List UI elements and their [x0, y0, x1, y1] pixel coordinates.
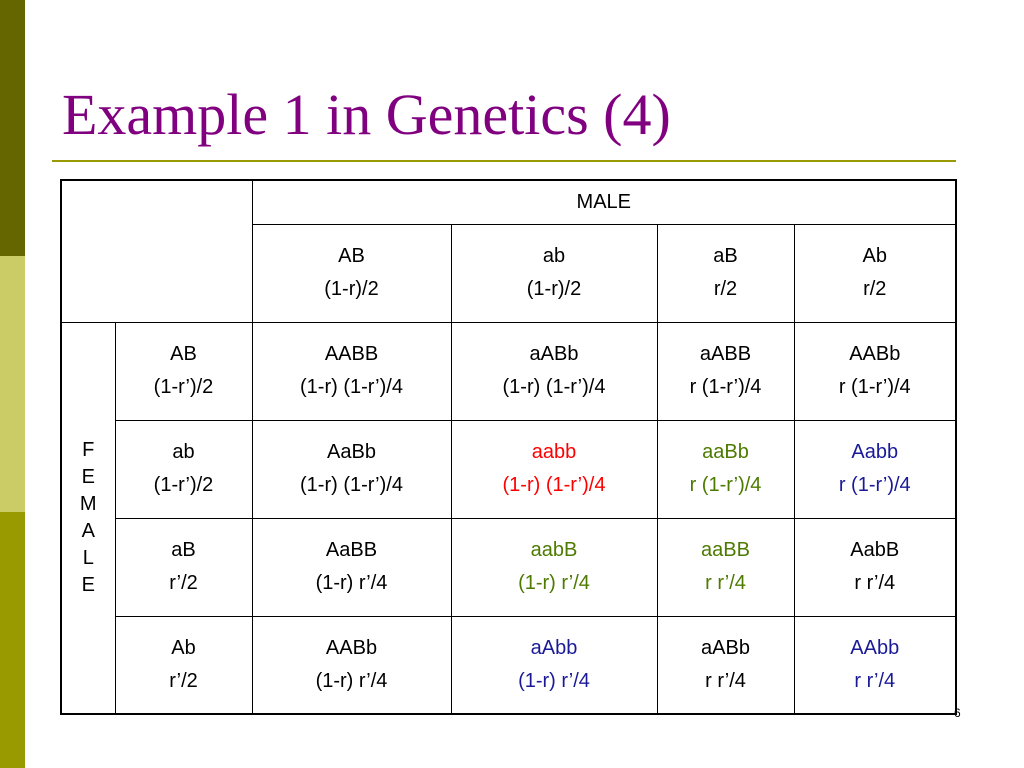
- offspring-frequency: (1-r) r’/4: [315, 572, 388, 594]
- male-gamete-header: Ab r/2: [793, 223, 957, 323]
- offspring-frequency: (1-r) r’/4: [518, 669, 590, 692]
- offspring-frequency: (1-r) r’/4: [518, 572, 590, 594]
- offspring-frequency: r r’/4: [854, 572, 896, 594]
- gamete-frequency: r’/2: [169, 669, 198, 692]
- female-gamete-header: Ab r’/2: [114, 615, 253, 715]
- offspring-frequency: (1-r) (1-r’)/4: [502, 474, 606, 496]
- female-gamete-header: AB (1-r’)/2: [114, 321, 253, 421]
- male-gamete-header: AB (1-r)/2: [251, 223, 452, 323]
- punnett-square-table: MALE AB (1-r)/2 ab (1-r)/2 aB r/2 Ab r/2 F E…: [60, 179, 958, 715]
- offspring-genotype: AABb: [849, 343, 901, 365]
- offspring-genotype: AaBb: [327, 441, 376, 463]
- female-letter: L: [82, 546, 94, 569]
- offspring-cell: aABB r (1-r’)/4: [656, 321, 795, 421]
- slide-title: Example 1 in Genetics (4): [62, 82, 671, 147]
- offspring-genotype: AABB: [324, 343, 379, 365]
- offspring-cell: Aabb r (1-r’)/4: [793, 419, 957, 519]
- offspring-frequency: r r’/4: [705, 669, 746, 692]
- offspring-genotype: AAbb: [850, 636, 900, 659]
- offspring-frequency: r (1-r’)/4: [689, 376, 762, 398]
- gamete-genotype: AB: [338, 245, 365, 267]
- gamete-genotype: Ab: [862, 245, 887, 267]
- offspring-frequency: r r’/4: [854, 669, 896, 692]
- offspring-frequency: r (1-r’)/4: [689, 474, 762, 496]
- offspring-cell: aABb (1-r) (1-r’)/4: [450, 321, 658, 421]
- female-letter: F: [82, 438, 95, 461]
- table-row: Ab r’/2 AABb (1-r) r’/4 aAbb (1-r) r’/4 aAB…: [61, 615, 957, 715]
- offspring-genotype: AABb: [325, 636, 378, 659]
- offspring-genotype: aabb: [531, 441, 577, 463]
- offspring-genotype: aaBb: [702, 441, 749, 463]
- side-stripe-light: [0, 256, 25, 512]
- male-gamete-header: aB r/2: [656, 223, 795, 323]
- offspring-genotype: aABb: [701, 636, 750, 659]
- offspring-genotype: AabB: [850, 539, 900, 561]
- gamete-genotype: ab: [172, 441, 195, 463]
- offspring-genotype: AaBB: [325, 539, 378, 561]
- offspring-cell: aABb r r’/4: [656, 615, 795, 715]
- female-letter: E: [81, 465, 95, 488]
- female-header: F E M A L E: [60, 321, 116, 715]
- gamete-frequency: r/2: [863, 278, 887, 300]
- page-number: 6: [954, 706, 961, 720]
- gamete-genotype: AB: [170, 343, 197, 365]
- gamete-frequency: (1-r)/2: [324, 278, 379, 300]
- offspring-genotype: aabB: [530, 539, 578, 561]
- offspring-cell: aAbb (1-r) r’/4: [450, 615, 658, 715]
- gamete-frequency: (1-r’)/2: [153, 474, 214, 496]
- offspring-genotype: aAbb: [530, 636, 578, 659]
- offspring-frequency: (1-r) (1-r’)/4: [300, 376, 403, 398]
- side-stripe-mid: [0, 512, 25, 768]
- offspring-cell: AabB r r’/4: [793, 517, 957, 617]
- table-row: ab (1-r’)/2 AaBb (1-r) (1-r’)/4 aabb (1-r) …: [61, 419, 957, 519]
- offspring-genotype: aaBB: [701, 539, 750, 561]
- offspring-genotype: aABB: [699, 343, 752, 365]
- offspring-cell: AABb (1-r) r’/4: [251, 615, 452, 715]
- offspring-frequency: r (1-r’)/4: [838, 376, 911, 398]
- female-letter: M: [79, 492, 97, 515]
- offspring-frequency: (1-r) r’/4: [315, 669, 388, 692]
- offspring-frequency: r (1-r’)/4: [838, 474, 911, 496]
- side-stripe-dark: [0, 0, 25, 256]
- female-gamete-header: ab (1-r’)/2: [114, 419, 253, 519]
- gamete-frequency: r/2: [713, 278, 738, 300]
- offspring-frequency: (1-r) (1-r’)/4: [300, 474, 403, 496]
- female-gamete-header: aB r’/2: [114, 517, 253, 617]
- male-gamete-header: ab (1-r)/2: [450, 223, 658, 323]
- title-underline: [52, 160, 956, 162]
- offspring-cell: aabb (1-r) (1-r’)/4: [450, 419, 658, 519]
- female-letter: E: [81, 573, 95, 596]
- gamete-frequency: (1-r)/2: [526, 278, 582, 300]
- offspring-genotype: aABb: [529, 343, 579, 365]
- offspring-cell: AABB (1-r) (1-r’)/4: [251, 321, 452, 421]
- gamete-genotype: Ab: [171, 636, 196, 659]
- gamete-genotype: aB: [171, 539, 196, 561]
- corner-cell: [60, 179, 253, 323]
- offspring-cell: aaBB r r’/4: [656, 517, 795, 617]
- offspring-cell: AaBB (1-r) r’/4: [251, 517, 452, 617]
- table-row: aB r’/2 AaBB (1-r) r’/4 aabB (1-r) r’/4 aaB…: [61, 517, 957, 617]
- gamete-frequency: r’/2: [169, 572, 198, 594]
- offspring-cell: aaBb r (1-r’)/4: [656, 419, 795, 519]
- offspring-frequency: r r’/4: [705, 572, 746, 594]
- offspring-frequency: (1-r) (1-r’)/4: [502, 376, 606, 398]
- gamete-genotype: ab: [542, 245, 566, 267]
- offspring-cell: AaBb (1-r) (1-r’)/4: [251, 419, 452, 519]
- offspring-genotype: Aabb: [851, 441, 899, 463]
- gamete-genotype: aB: [713, 245, 738, 267]
- offspring-cell: AABb r (1-r’)/4: [793, 321, 957, 421]
- female-letter: A: [81, 519, 95, 542]
- gamete-frequency: (1-r’)/2: [153, 376, 214, 398]
- offspring-cell: aabB (1-r) r’/4: [450, 517, 658, 617]
- male-header: MALE: [251, 179, 957, 225]
- table-row: F E M A L E AB (1-r’)/2 AABB (1-r) (1-r’)/…: [60, 321, 957, 715]
- offspring-cell: AAbb r r’/4: [793, 615, 957, 715]
